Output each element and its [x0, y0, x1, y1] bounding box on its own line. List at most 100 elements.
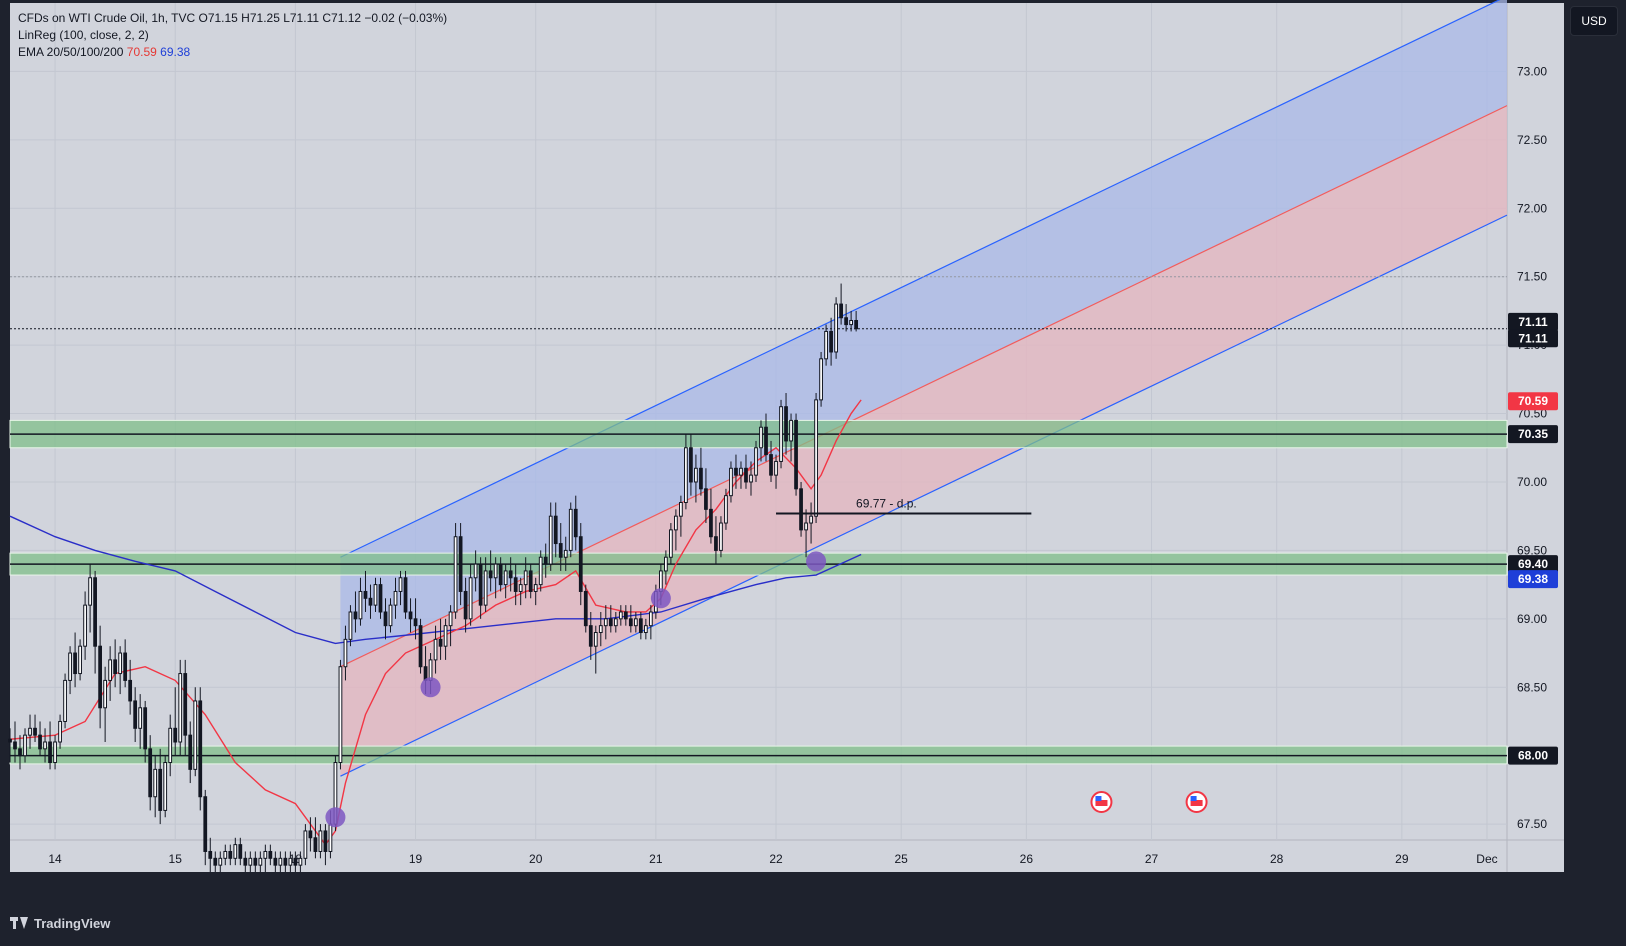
candle-body: [283, 857, 288, 866]
candle-body: [183, 673, 188, 736]
candle-body: [694, 467, 698, 483]
channel-upper-fill: [340, 0, 1507, 667]
y-tick-label: 71.50: [1517, 270, 1547, 284]
candle-body: [643, 625, 648, 634]
currency-button[interactable]: USD: [1570, 6, 1618, 36]
candle-body: [764, 426, 768, 456]
candle-body: [628, 618, 633, 627]
candle-body: [118, 652, 123, 675]
ema-slow-value: 69.38: [160, 45, 191, 59]
price-tag-label: 71.11: [1518, 331, 1548, 345]
candle-body: [674, 515, 678, 531]
candle-body: [98, 645, 102, 709]
candle-body: [819, 358, 823, 401]
ema-slow-line: [9, 515, 862, 645]
y-tick-label: 72.00: [1517, 201, 1547, 215]
candle-body: [113, 659, 118, 675]
candle-body: [233, 844, 238, 859]
candle-body: [338, 666, 343, 764]
candle-body: [533, 584, 538, 592]
candle-body: [248, 857, 253, 866]
candle-body: [493, 563, 498, 579]
candle-body: [343, 638, 348, 668]
price-tag-label: 68.00: [1518, 749, 1548, 763]
candle-body: [603, 618, 608, 627]
y-tick-label: 69.50: [1517, 543, 1547, 557]
candle-body: [408, 611, 413, 620]
candle-body: [53, 741, 57, 764]
channel-lower-line: [340, 214, 1508, 777]
candle-body: [834, 303, 838, 353]
candle-body: [613, 618, 618, 627]
candle-body: [163, 762, 168, 811]
price-tag: [1508, 312, 1558, 331]
ema-fast-value: 70.59: [126, 45, 157, 59]
candle-body: [328, 823, 333, 852]
y-tick-label: 72.50: [1517, 133, 1547, 147]
y-tick-label: 67.50: [1517, 817, 1547, 831]
candle-body: [403, 577, 408, 613]
branding[interactable]: TradingView: [10, 912, 110, 934]
candle-body: [93, 577, 97, 647]
candle-body: [453, 536, 458, 613]
candle-body: [123, 652, 128, 681]
candle-body: [243, 857, 248, 866]
candle-body: [548, 515, 553, 565]
candle-body: [263, 850, 268, 859]
candle-body: [18, 748, 22, 757]
candle-body: [258, 857, 263, 866]
candle-body: [363, 590, 368, 599]
candle-body: [398, 577, 403, 592]
dp-level-label: 69.77 - d.p.: [856, 496, 917, 510]
candle-body: [714, 536, 718, 551]
price-tag-label: 69.38: [1518, 572, 1548, 586]
candle-body: [83, 604, 87, 647]
candle-body: [503, 570, 508, 586]
linreg-indicator[interactable]: LinReg (100, close, 2, 2): [18, 28, 149, 42]
candle-body: [518, 584, 523, 592]
price-tag: [1508, 392, 1558, 411]
candle-body: [663, 556, 668, 572]
candle-body: [543, 556, 548, 565]
x-tick-label: 26: [1020, 852, 1034, 866]
candle-body: [724, 495, 728, 524]
candle-body: [48, 741, 52, 764]
chart-legend: CFDs on WTI Crude Oil, 1h, TVC O71.15 H7…: [18, 10, 447, 61]
candle-body: [308, 830, 313, 839]
candle-body: [784, 406, 788, 442]
candle-body: [23, 734, 27, 757]
candle-body: [78, 645, 82, 675]
candle-body: [473, 563, 478, 579]
candle-body: [58, 720, 62, 743]
candle-body: [759, 426, 763, 449]
flag-canton: [1095, 796, 1102, 801]
candle-body: [373, 584, 378, 606]
candle-body: [588, 625, 593, 647]
candle-body: [583, 590, 588, 627]
candle-body: [839, 303, 843, 319]
candle-body: [383, 611, 388, 627]
candle-body: [128, 679, 133, 702]
x-tick-label: 28: [1270, 852, 1284, 866]
candle-body: [814, 399, 818, 517]
candle-body: [739, 467, 743, 476]
candle-body: [303, 830, 308, 859]
candle-body: [774, 460, 778, 476]
candle-body: [573, 508, 578, 538]
candle-body: [508, 570, 513, 579]
candle-body: [849, 319, 854, 326]
y-tick-label: 73.00: [1517, 64, 1547, 78]
ema-indicator[interactable]: EMA 20/50/100/200 70.59 69.38: [18, 44, 447, 61]
y-tick-label: 70.00: [1517, 475, 1547, 489]
candle-body: [729, 467, 733, 497]
candle-body: [88, 577, 92, 606]
candle-body: [413, 618, 418, 627]
candle-body: [669, 529, 673, 558]
candle-body: [298, 857, 303, 866]
candle-body: [168, 727, 173, 764]
x-tick-label: 22: [769, 852, 783, 866]
candle-body: [268, 850, 273, 859]
symbol-info[interactable]: CFDs on WTI Crude Oil, 1h, TVC O71.15 H7…: [18, 11, 448, 25]
